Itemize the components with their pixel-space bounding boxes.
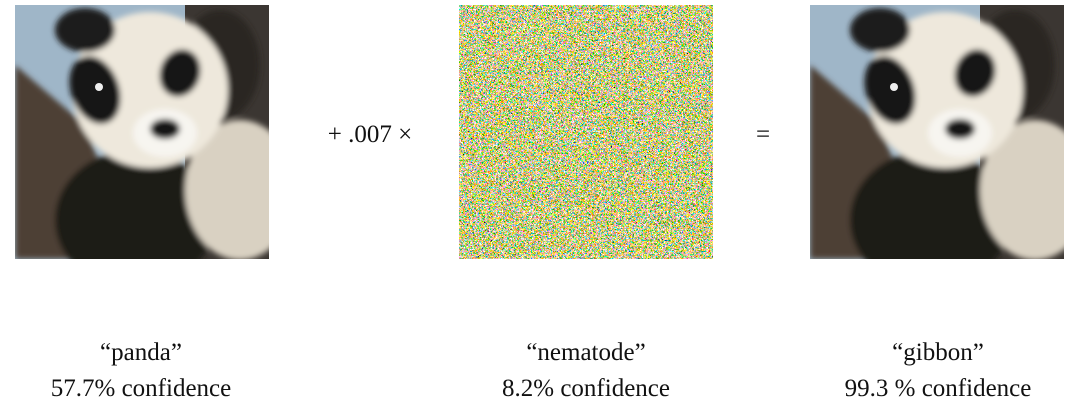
class-label: “panda”: [100, 339, 182, 366]
equals: =: [756, 121, 770, 148]
panda-image: [15, 5, 295, 290]
adversarial-image: [810, 5, 1077, 290]
confidence: 8.2% confidence: [502, 375, 670, 402]
operator: + .007 ×: [328, 121, 412, 148]
confidence: 57.7% confidence: [51, 375, 231, 402]
confidence: 99.3 % confidence: [845, 375, 1032, 402]
class-label: “nematode”: [526, 339, 645, 366]
class-label: “gibbon”: [892, 339, 984, 366]
perturbation-image: [459, 5, 713, 259]
